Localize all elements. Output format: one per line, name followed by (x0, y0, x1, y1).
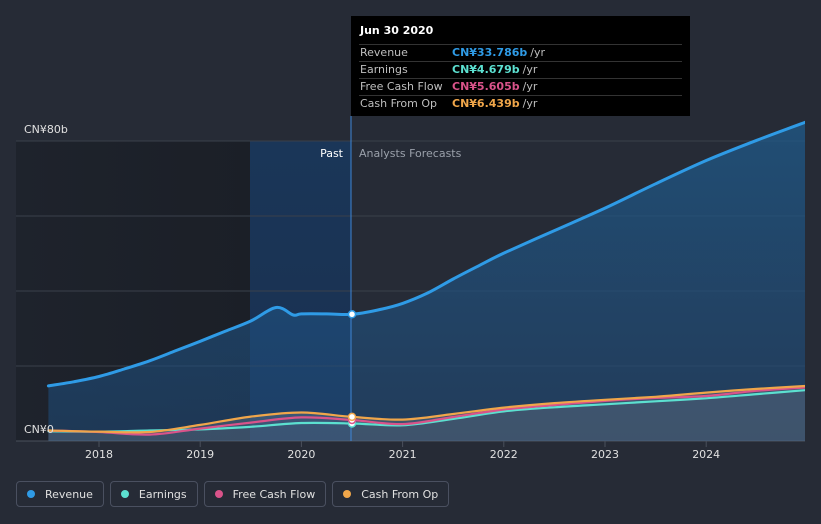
legend-item-revenue[interactable]: Revenue (16, 481, 104, 507)
tooltip-value: CN¥4.679b (452, 63, 520, 76)
x-tick-label: 2018 (85, 448, 113, 461)
tooltip-value: CN¥5.605b (452, 80, 520, 93)
x-tick-label: 2023 (591, 448, 619, 461)
tooltip-value: CN¥33.786b (452, 46, 528, 59)
x-axis: 2018 2019 2020 2021 2022 2023 2024 (85, 441, 720, 461)
x-tick-label: 2024 (692, 448, 720, 461)
tooltip-row-revenue: Revenue CN¥33.786b /yr (359, 45, 682, 62)
tooltip-row-free-cash-flow: Free Cash Flow CN¥5.605b /yr (359, 79, 682, 96)
hover-marker-cash-from-op (347, 412, 357, 422)
legend: Revenue Earnings Free Cash Flow Cash Fro… (16, 481, 450, 507)
tooltip-unit: /yr (522, 97, 538, 110)
tooltip-unit: /yr (522, 80, 538, 93)
tooltip-label: Cash From Op (360, 97, 438, 110)
x-tick-label: 2022 (490, 448, 518, 461)
x-tick-label: 2019 (186, 448, 214, 461)
legend-label: Free Cash Flow (232, 487, 316, 501)
x-tick-label: 2020 (287, 448, 315, 461)
series-line-revenue (46, 120, 805, 388)
y-axis-bottom-label: CN¥0 (24, 423, 54, 436)
series-area-revenue (48, 122, 805, 441)
tooltip-row-earnings: Earnings CN¥4.679b /yr (359, 62, 682, 79)
tooltip-date: Jun 30 2020 (359, 24, 682, 45)
x-tick-label: 2021 (389, 448, 417, 461)
legend-item-earnings[interactable]: Earnings (109, 481, 198, 507)
tooltip-label: Free Cash Flow (360, 80, 443, 93)
hover-marker-revenue (347, 310, 357, 319)
tooltip-label: Revenue (360, 46, 408, 59)
legend-dot-icon (120, 490, 129, 498)
tooltip-row-cash-from-op: Cash From Op CN¥6.439b /yr (359, 96, 682, 112)
forecast-label: Analysts Forecasts (359, 147, 462, 160)
legend-dot-icon (27, 490, 35, 498)
tooltip-unit: /yr (522, 63, 538, 76)
legend-label: Earnings (138, 487, 187, 501)
y-axis-top-label: CN¥80b (24, 123, 68, 136)
tooltip-unit: /yr (530, 46, 546, 59)
tooltip-value: CN¥6.439b (452, 97, 520, 110)
series-line-free-cash-flow (47, 386, 805, 436)
line-chart: CN¥80b CN¥0 Past Analysts Forecasts 2018… (16, 116, 805, 461)
legend-dot-icon (343, 490, 352, 498)
past-label: Past (320, 147, 344, 160)
tooltip: Jun 30 2020 Revenue CN¥33.786b /yr Earni… (351, 16, 690, 116)
legend-label: Cash From Op (361, 487, 439, 501)
series-line-cash-from-op (47, 384, 805, 434)
hover-markers (347, 310, 357, 428)
legend-label: Revenue (45, 487, 93, 501)
legend-item-cash-from-op[interactable]: Cash From Op (332, 481, 450, 507)
legend-dot-icon (214, 490, 223, 498)
tooltip-label: Earnings (360, 63, 408, 76)
legend-item-free-cash-flow[interactable]: Free Cash Flow (203, 481, 327, 507)
series-layer (46, 120, 805, 441)
